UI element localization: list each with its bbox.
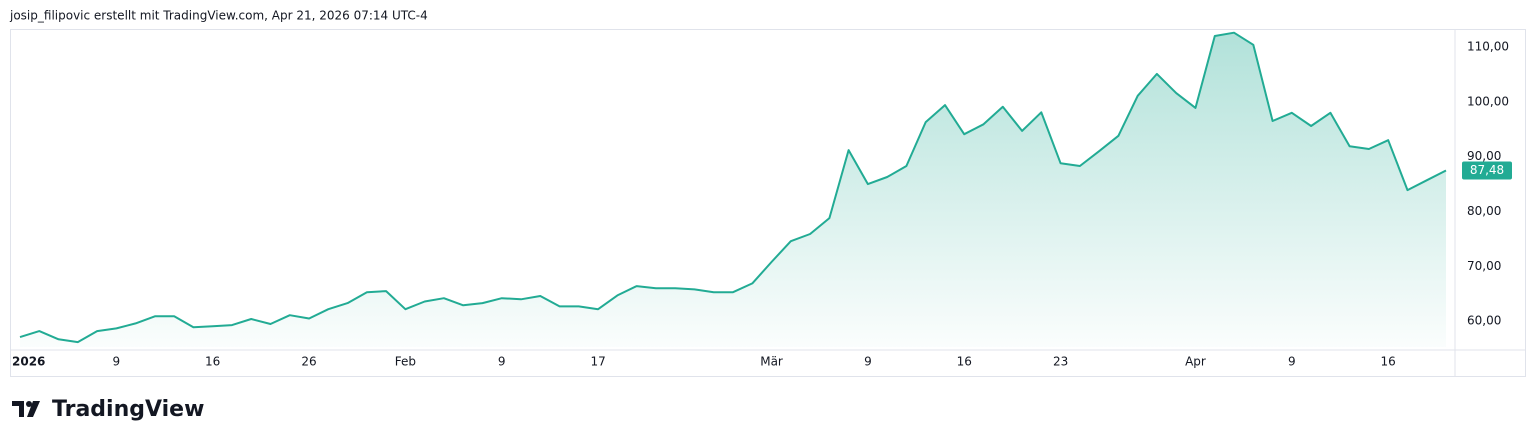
x-tick-label: Feb xyxy=(395,355,416,369)
last-price-text: 87,48 xyxy=(1470,163,1504,177)
x-tick-label: Mär xyxy=(760,355,783,369)
x-tick-label: 9 xyxy=(113,355,121,369)
x-tick-label: 9 xyxy=(864,355,872,369)
x-tick-label: 26 xyxy=(301,355,316,369)
price-line xyxy=(19,31,1447,344)
x-tick-label: 9 xyxy=(498,355,506,369)
y-tick-label: 100,00 xyxy=(1467,94,1509,108)
chart-frame xyxy=(10,29,1526,377)
y-tick-label: 90,00 xyxy=(1467,149,1501,163)
brand-name: TradingView xyxy=(52,397,204,422)
x-tick-label: 16 xyxy=(957,355,972,369)
x-tick-label: 9 xyxy=(1288,355,1296,369)
y-tick-label: 60,00 xyxy=(1467,314,1501,328)
x-tick-label: 2026 xyxy=(12,355,45,369)
last-price-box xyxy=(1462,161,1512,180)
last-price-label: 87,48 xyxy=(1462,161,1512,180)
area-fill xyxy=(20,32,1446,347)
y-tick-label: 70,00 xyxy=(1467,259,1501,273)
y-tick-label: 80,00 xyxy=(1467,204,1501,218)
x-tick-label: 23 xyxy=(1053,355,1068,369)
x-tick-label: 16 xyxy=(1381,355,1396,369)
attribution: josip_filipovic erstellt mit TradingView… xyxy=(9,9,428,23)
x-tick-label: 16 xyxy=(205,355,220,369)
x-tick-label: Apr xyxy=(1185,355,1206,369)
y-tick-label: 110,00 xyxy=(1467,40,1509,54)
brand-logo xyxy=(12,401,40,417)
x-tick-label: 17 xyxy=(590,355,605,369)
